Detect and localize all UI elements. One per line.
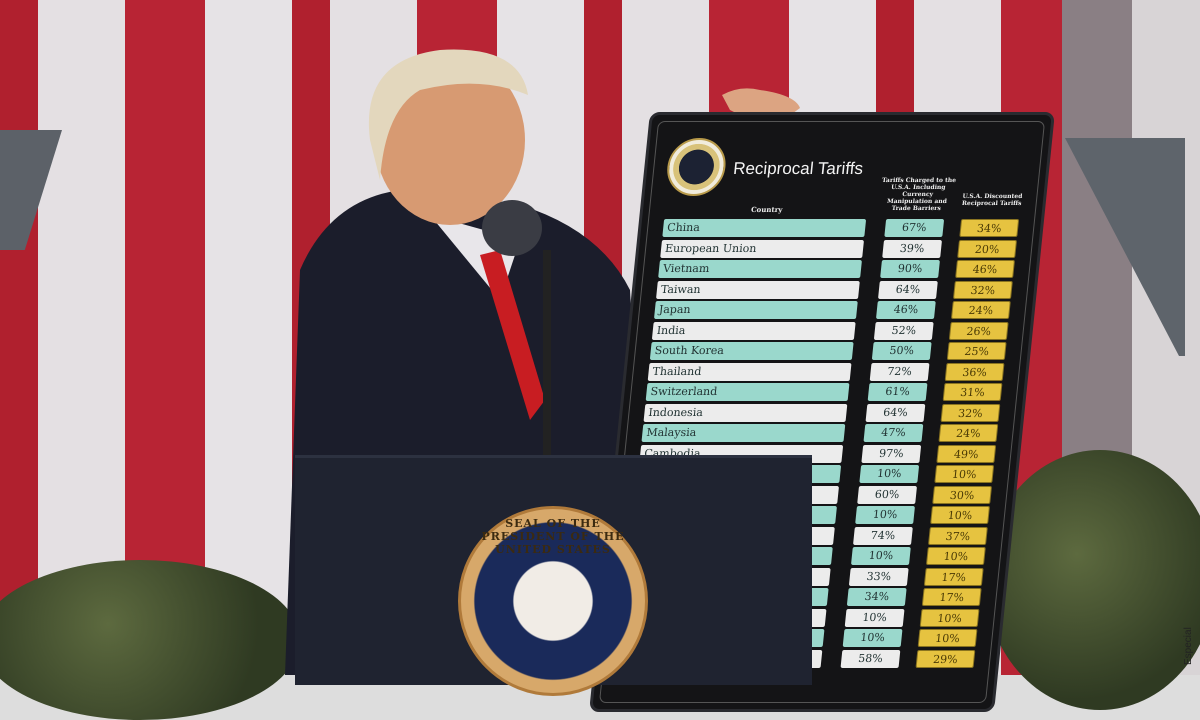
country-cell: Indonesia xyxy=(643,403,848,422)
charged-cell: 60% xyxy=(857,485,918,504)
table-row: Malaysia 47% 24% xyxy=(619,424,1021,442)
reciprocal-cell: 24% xyxy=(950,301,1011,319)
reciprocal-cell: 32% xyxy=(940,403,1001,422)
watermark: Especial xyxy=(1183,627,1194,665)
reciprocal-cell: 24% xyxy=(938,424,999,442)
charged-cell: 10% xyxy=(842,629,903,647)
country-cell: Malaysia xyxy=(641,424,846,442)
charged-cell: 10% xyxy=(855,506,915,524)
charged-cell: 50% xyxy=(871,342,932,360)
reciprocal-cell: 29% xyxy=(915,649,976,668)
reciprocal-cell: 32% xyxy=(953,280,1013,299)
reciprocal-cell: 10% xyxy=(930,506,990,524)
shrub-right xyxy=(985,450,1200,710)
charged-cell: 67% xyxy=(884,219,945,237)
country-cell: China xyxy=(662,219,867,237)
charged-cell: 72% xyxy=(869,362,930,381)
charged-cell: 58% xyxy=(840,649,901,668)
face xyxy=(375,55,525,225)
charged-cell: 90% xyxy=(880,260,940,278)
podium: SEAL OF THE PRESIDENT OF THE UNITED STAT… xyxy=(295,455,812,696)
reciprocal-cell: 10% xyxy=(919,608,980,627)
header-charged: Tariffs Charged to the U.S.A. Including … xyxy=(881,177,957,212)
table-row: India 52% 26% xyxy=(630,321,1032,340)
charged-cell: 39% xyxy=(882,239,943,258)
country-cell: Taiwan xyxy=(656,280,860,299)
header-reciprocal: U.S.A. Discounted Reciprocal Tariffs xyxy=(961,193,1023,207)
reciprocal-cell: 36% xyxy=(944,362,1005,381)
charged-cell: 97% xyxy=(861,444,922,463)
country-cell: European Union xyxy=(660,239,865,258)
country-cell: Vietnam xyxy=(658,260,862,278)
charged-cell: 52% xyxy=(873,321,934,340)
reciprocal-cell: 30% xyxy=(932,485,993,504)
presidential-seal: SEAL OF THE PRESIDENT OF THE UNITED STAT… xyxy=(458,506,648,696)
microphone-stand xyxy=(543,250,551,460)
hair xyxy=(368,49,528,180)
reciprocal-cell: 26% xyxy=(948,321,1009,340)
seal-text: SEAL OF THE PRESIDENT OF THE UNITED STAT… xyxy=(481,517,625,556)
reciprocal-cell: 49% xyxy=(936,444,997,463)
reciprocal-cell: 31% xyxy=(942,383,1003,401)
table-row: Thailand 72% 36% xyxy=(626,362,1028,381)
reciprocal-cell: 20% xyxy=(957,239,1018,258)
charged-cell: 10% xyxy=(850,547,911,565)
reciprocal-cell: 46% xyxy=(955,260,1015,278)
country-cell: South Korea xyxy=(649,342,854,360)
table-row: Vietnam 90% 46% xyxy=(636,260,1038,278)
table-row: Taiwan 64% 32% xyxy=(634,280,1036,299)
reciprocal-cell: 17% xyxy=(921,588,982,606)
board-title: Reciprocal Tariffs xyxy=(732,159,864,178)
reciprocal-cell: 17% xyxy=(923,567,984,586)
table-row: Indonesia 64% 32% xyxy=(622,403,1024,422)
speaker xyxy=(285,49,800,675)
reciprocal-cell: 25% xyxy=(946,342,1007,360)
header-country: Country xyxy=(750,205,783,214)
red-tie xyxy=(480,250,545,420)
charged-cell: 74% xyxy=(853,526,913,545)
country-cell: Thailand xyxy=(647,362,852,381)
country-cell: India xyxy=(651,321,856,340)
charged-cell: 64% xyxy=(865,403,926,422)
charged-cell: 33% xyxy=(848,567,909,586)
charged-cell: 47% xyxy=(863,424,924,442)
table-row: Japan 46% 24% xyxy=(632,301,1034,319)
charged-cell: 10% xyxy=(859,465,920,483)
table-row: Switzerland 61% 31% xyxy=(624,383,1026,401)
country-cell: Japan xyxy=(653,301,858,319)
charged-cell: 46% xyxy=(875,301,936,319)
charged-cell: 34% xyxy=(846,588,907,606)
reciprocal-cell: 10% xyxy=(934,465,995,483)
table-row: China 67% 34% xyxy=(640,219,1042,237)
reciprocal-cell: 37% xyxy=(928,526,988,545)
table-row: European Union 39% 20% xyxy=(638,239,1040,258)
country-cell: Switzerland xyxy=(645,383,850,401)
reciprocal-cell: 10% xyxy=(925,547,986,565)
table-row: South Korea 50% 25% xyxy=(628,342,1030,360)
charged-cell: 10% xyxy=(844,608,905,627)
reciprocal-cell: 10% xyxy=(917,629,978,647)
charged-cell: 64% xyxy=(878,280,938,299)
charged-cell: 61% xyxy=(867,383,928,401)
reciprocal-cell: 34% xyxy=(959,219,1020,237)
microphone xyxy=(482,200,542,256)
